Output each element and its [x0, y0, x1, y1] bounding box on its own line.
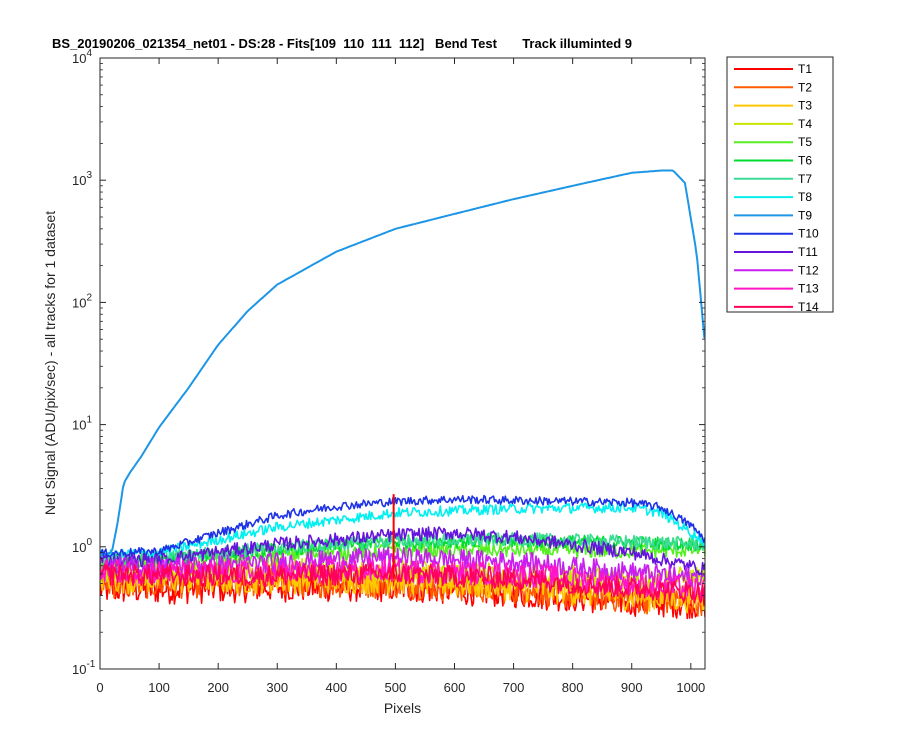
y-tick-label: 102 — [72, 292, 92, 310]
series-line-t14 — [100, 563, 705, 604]
legend-label-t6: T6 — [798, 154, 812, 168]
series-line-t8 — [100, 502, 705, 561]
legend-label-t3: T3 — [798, 99, 812, 113]
y-tick-label: 104 — [72, 48, 92, 66]
series-line-t12 — [100, 546, 705, 589]
x-tick-label: 700 — [503, 680, 525, 695]
y-tick-label: 103 — [72, 170, 92, 188]
x-tick-label: 600 — [444, 680, 466, 695]
legend-label-t11: T11 — [798, 245, 818, 259]
legend-items: T1 T2 T3 T4 T5 T6 T7 T8 T9 T10 T11 T12 T13 T14 — [734, 62, 819, 314]
legend-label-t4: T4 — [798, 117, 812, 131]
x-tick-label: 0 — [96, 680, 103, 695]
legend-label-t8: T8 — [798, 190, 812, 204]
x-tick-label: 200 — [207, 680, 229, 695]
legend-label-t5: T5 — [798, 135, 812, 149]
plot-area: 0 100 200 300 400 500 600 700 800 900 1000 10-1 100 1… — [72, 48, 706, 695]
series-layer — [100, 169, 705, 620]
legend-label-t2: T2 — [798, 80, 812, 94]
series-line-t9 — [100, 169, 705, 557]
axis-ticks: 0 100 200 300 400 500 600 700 800 900 1000 10-1 100 1… — [72, 48, 705, 695]
legend-label-t9: T9 — [798, 208, 812, 222]
x-tick-label: 800 — [562, 680, 584, 695]
legend-label-t12: T12 — [798, 263, 819, 277]
y-tick-label: 100 — [72, 537, 92, 555]
x-tick-label: 100 — [148, 680, 170, 695]
series-line-t10 — [100, 494, 705, 558]
legend-label-t14: T14 — [798, 300, 819, 314]
x-tick-label: 500 — [385, 680, 407, 695]
series-line-t11 — [100, 526, 705, 576]
x-tick-label: 300 — [266, 680, 288, 695]
x-axis-label: Pixels — [384, 700, 421, 716]
x-tick-label: 900 — [621, 680, 643, 695]
y-tick-label: 10-1 — [72, 659, 96, 677]
y-tick-label: 101 — [72, 415, 92, 433]
legend-label-t13: T13 — [798, 282, 819, 296]
legend: T1 T2 T3 T4 T5 T6 T7 T8 T9 T10 T11 T12 T13 T14 — [726, 56, 834, 314]
chart-title: BS_20190206_021354_net01 - DS:28 - Fits[… — [52, 36, 632, 51]
legend-label-t10: T10 — [798, 227, 819, 241]
x-tick-label: 400 — [325, 680, 347, 695]
x-tick-label: 1000 — [676, 680, 705, 695]
y-axis-label: Net Signal (ADU/pix/sec) - all tracks fo… — [42, 211, 58, 515]
legend-label-t1: T1 — [798, 62, 812, 76]
legend-label-t7: T7 — [798, 172, 812, 186]
plot-frame — [99, 57, 706, 670]
